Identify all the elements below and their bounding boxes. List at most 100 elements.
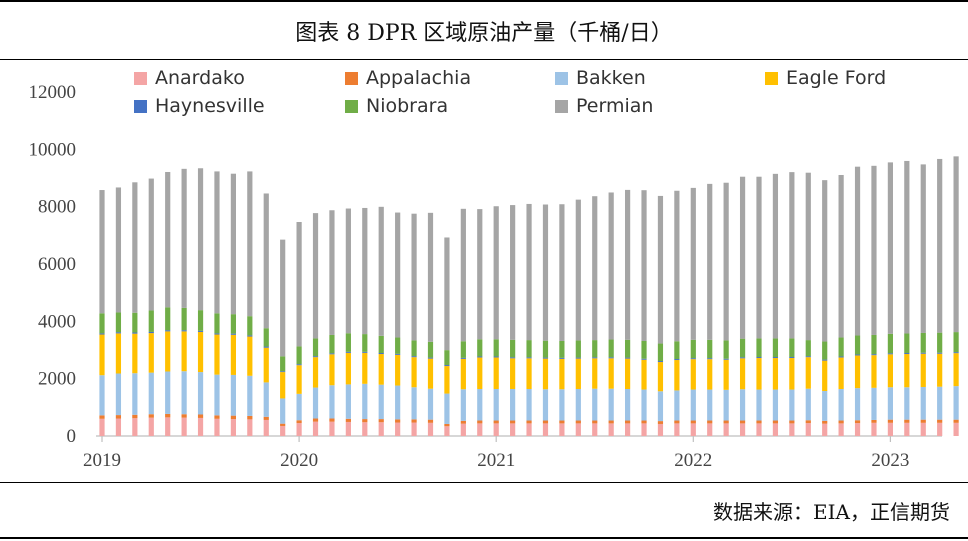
bar-segment-bakken bbox=[772, 389, 779, 421]
bar-segment-anardako bbox=[197, 417, 204, 436]
bar-segment-eagle-ford bbox=[756, 358, 762, 390]
bar-segment-eagle-ford bbox=[904, 354, 910, 388]
bar-segment-anardako bbox=[641, 423, 647, 436]
data-source-note: 数据来源：EIA，正信期货 bbox=[0, 482, 968, 539]
bar-segment-appalachia bbox=[493, 420, 499, 424]
bar-segment-permian bbox=[904, 160, 910, 334]
bar-segment-bakken bbox=[477, 388, 483, 421]
bar-segment-haynesville bbox=[362, 351, 368, 353]
bar-segment-appalachia bbox=[510, 420, 516, 424]
bar-segment-appalachia bbox=[329, 418, 335, 422]
bar-segment-bakken bbox=[395, 385, 401, 420]
bar-segment-appalachia bbox=[214, 415, 220, 419]
bar-segment-haynesville bbox=[296, 364, 302, 366]
bar-segment-permian bbox=[641, 190, 647, 341]
bar-segment-niobrara bbox=[707, 339, 713, 359]
bar-segment-appalachia bbox=[756, 420, 762, 424]
bar-segment-bakken bbox=[690, 389, 696, 421]
legend-swatch bbox=[555, 100, 568, 113]
bar-segment-haynesville bbox=[427, 357, 434, 359]
bar-segment-permian bbox=[214, 171, 220, 314]
bar-segment-haynesville bbox=[378, 353, 384, 355]
bar-segment-appalachia bbox=[542, 420, 549, 424]
bar-segment-permian bbox=[362, 207, 368, 335]
bar-segment-niobrara bbox=[608, 339, 614, 358]
bar-segment-bakken bbox=[542, 389, 549, 421]
bar-segment-niobrara bbox=[937, 332, 943, 353]
legend-label: Anardako bbox=[155, 67, 245, 89]
bar-segment-anardako bbox=[625, 423, 631, 436]
bar-segment-eagle-ford bbox=[887, 354, 893, 388]
bar-segment-eagle-ford bbox=[805, 357, 811, 389]
bar-segment-appalachia bbox=[148, 414, 154, 418]
bar-segment-bakken bbox=[132, 373, 138, 415]
bar-segment-eagle-ford bbox=[789, 358, 795, 390]
bar-segment-bakken bbox=[953, 386, 959, 420]
x-tick-label: 2023 bbox=[871, 450, 909, 471]
bar-segment-appalachia bbox=[690, 420, 696, 424]
bar-segment-eagle-ford bbox=[165, 331, 171, 372]
bar-segment-anardako bbox=[723, 423, 729, 436]
bar-segment-appalachia bbox=[937, 419, 943, 423]
legend-label: Niobrara bbox=[366, 95, 448, 117]
bar-segment-bakken bbox=[263, 382, 269, 417]
legend-label: Appalachia bbox=[366, 67, 471, 89]
bar-segment-niobrara bbox=[115, 312, 122, 333]
bar-segment-permian bbox=[822, 180, 828, 342]
bar-segment-niobrara bbox=[214, 313, 220, 334]
bar-segment-haynesville bbox=[280, 371, 286, 373]
bar-segment-bakken bbox=[756, 389, 762, 421]
bar-segment-appalachia bbox=[132, 414, 138, 419]
bar-segment-permian bbox=[838, 174, 844, 338]
bar-segment-anardako bbox=[657, 423, 664, 436]
bar-segment-haynesville bbox=[690, 358, 696, 360]
bar-segment-niobrara bbox=[296, 346, 302, 365]
bar-segment-anardako bbox=[739, 423, 746, 436]
bar-segment-eagle-ford bbox=[181, 331, 187, 372]
bar-segment-niobrara bbox=[165, 307, 171, 331]
bar-segment-appalachia bbox=[559, 420, 565, 424]
bar-segment-bakken bbox=[674, 390, 680, 421]
bar-segment-bakken bbox=[592, 388, 598, 421]
bar-segment-haynesville bbox=[608, 357, 614, 359]
bar-segment-anardako bbox=[756, 423, 762, 436]
bar-segment-haynesville bbox=[115, 332, 122, 334]
bar-segment-eagle-ford bbox=[280, 372, 286, 399]
bar-segment-eagle-ford bbox=[460, 358, 466, 390]
bar-segment-niobrara bbox=[953, 332, 959, 353]
bar-segment-anardako bbox=[707, 423, 713, 436]
bar-segment-anardako bbox=[953, 422, 959, 436]
legend-item: Appalachia bbox=[345, 67, 471, 89]
bar-segment-haynesville bbox=[312, 356, 319, 358]
bar-segment-eagle-ford bbox=[559, 358, 565, 390]
bar-segment-eagle-ford bbox=[362, 352, 368, 384]
bar-segment-anardako bbox=[674, 423, 680, 436]
bar-segment-anardako bbox=[460, 423, 466, 436]
bar-segment-haynesville bbox=[904, 353, 910, 355]
bar-segment-eagle-ford bbox=[953, 353, 959, 387]
bar-segment-anardako bbox=[181, 417, 187, 436]
bar-segment-bakken bbox=[625, 388, 631, 421]
bar-segment-appalachia bbox=[165, 413, 171, 418]
bar-segment-anardako bbox=[904, 422, 910, 436]
bar-segment-niobrara bbox=[739, 338, 746, 358]
y-tick-label: 0 bbox=[67, 426, 77, 447]
bar-segment-eagle-ford bbox=[542, 358, 549, 390]
bar-segment-permian bbox=[230, 173, 236, 315]
bar-segment-niobrara bbox=[789, 338, 795, 358]
bar-segment-anardako bbox=[854, 423, 861, 436]
bar-segment-niobrara bbox=[197, 310, 204, 331]
legend-swatch bbox=[765, 72, 778, 85]
bar-segment-eagle-ford bbox=[510, 358, 516, 389]
bar-segment-eagle-ford bbox=[526, 358, 532, 389]
bar-segment-appalachia bbox=[181, 414, 187, 418]
legend-item: Anardako bbox=[134, 67, 245, 89]
bar-segment-appalachia bbox=[345, 418, 351, 422]
bar-segment-niobrara bbox=[395, 337, 401, 354]
bar-segment-bakken bbox=[526, 388, 532, 421]
bar-segment-eagle-ford bbox=[247, 336, 253, 376]
bar-segment-anardako bbox=[378, 422, 384, 436]
bar-segment-appalachia bbox=[197, 414, 204, 418]
bar-segment-niobrara bbox=[230, 314, 236, 334]
bar-segment-haynesville bbox=[99, 333, 105, 335]
